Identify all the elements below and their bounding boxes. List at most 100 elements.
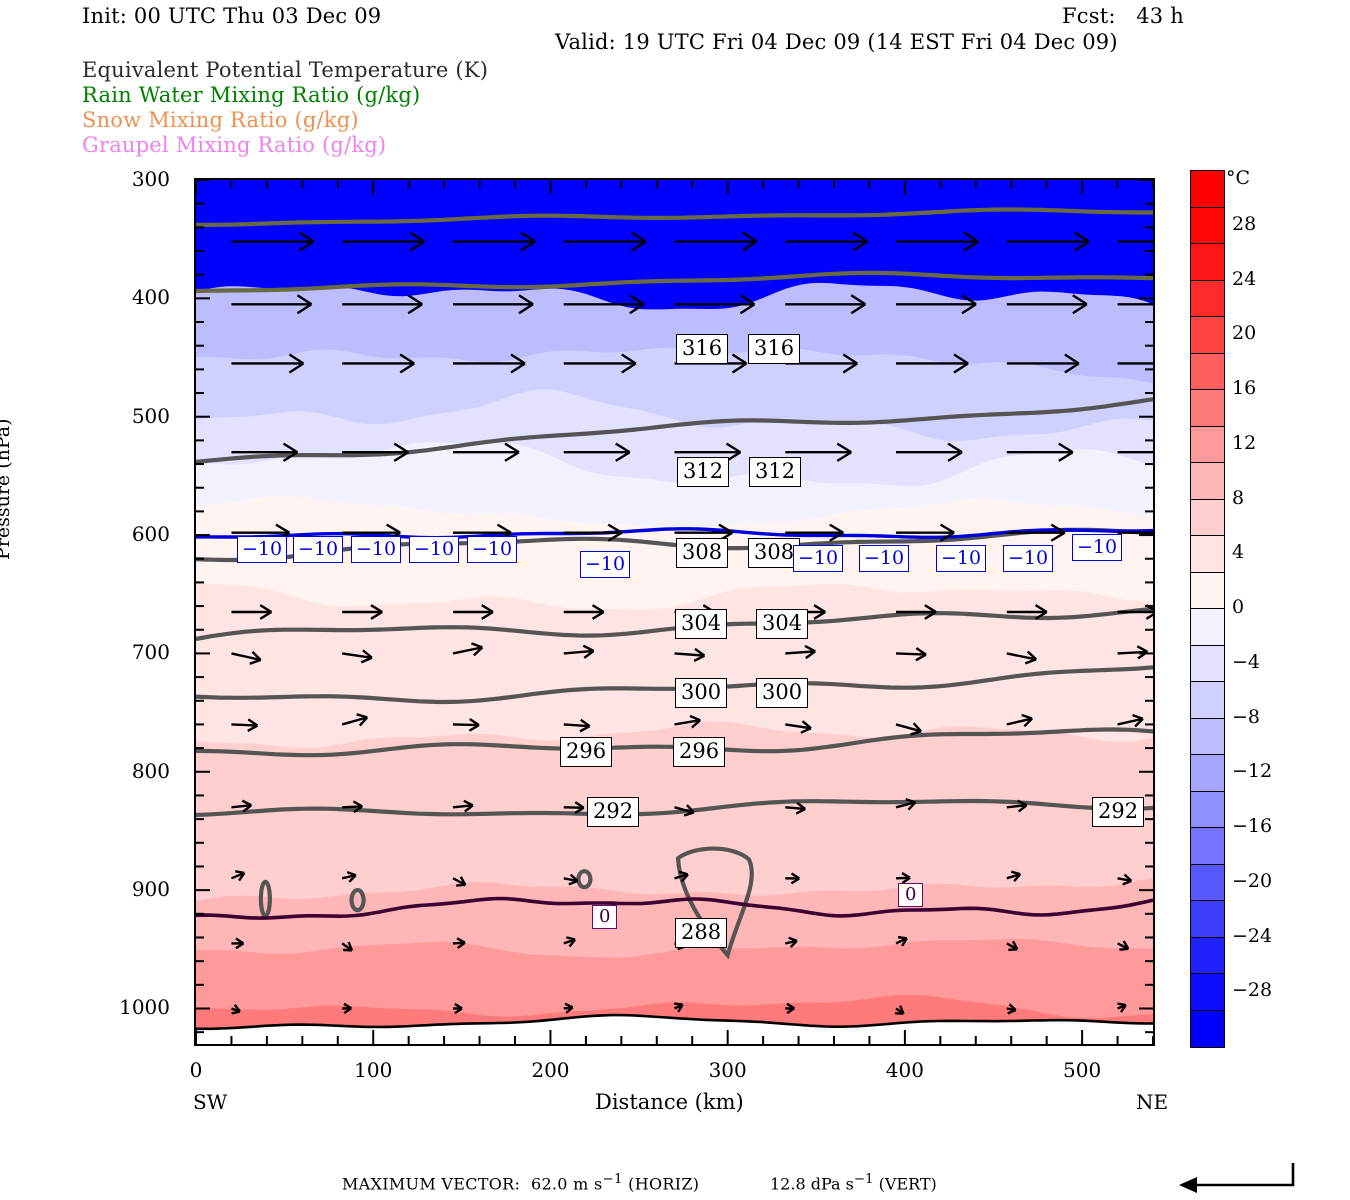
theta-e-closed-cell xyxy=(576,869,593,890)
vert-unit: (VERT) xyxy=(873,1174,937,1194)
wind-vector-head xyxy=(471,642,484,657)
colorbar-tick-−12: −12 xyxy=(1232,760,1273,783)
wind-vector-head xyxy=(231,1004,241,1015)
colorbar-segment xyxy=(1191,755,1224,792)
wind-vector-head xyxy=(607,523,623,542)
colorbar-tick-−4: −4 xyxy=(1232,650,1261,673)
contour-label-theta-e: 304 xyxy=(675,609,728,639)
wind-vector-head xyxy=(296,294,313,315)
wind-vector xyxy=(785,650,816,655)
contour-label-theta-e: 304 xyxy=(756,609,809,639)
wind-vector-head xyxy=(1074,231,1090,252)
colorbar-segment xyxy=(1191,718,1224,755)
colorbar-tick-0: 0 xyxy=(1232,596,1245,618)
colorbar-segment xyxy=(1191,426,1224,463)
wind-vector-head xyxy=(947,442,963,462)
frame-ticks xyxy=(196,180,1153,1044)
wind-vector xyxy=(785,723,812,730)
wind-vector-head xyxy=(678,870,689,883)
wind-vector xyxy=(895,723,922,733)
colorbar-segment xyxy=(1191,791,1224,828)
wind-vector xyxy=(674,719,701,726)
wind-vector-head xyxy=(1010,870,1022,883)
vector-scale-key xyxy=(1179,1163,1295,1193)
contour-label-theta-e: 300 xyxy=(756,678,809,708)
contour-label-minus10: −10 xyxy=(237,536,288,563)
colorbar-tick-−16: −16 xyxy=(1232,815,1273,837)
wind-vector xyxy=(895,876,911,880)
contour-label-minus10: −10 xyxy=(936,545,987,572)
wind-vector-head xyxy=(504,442,520,462)
wind-vector-head xyxy=(1058,442,1074,462)
wind-vector-head xyxy=(235,937,245,950)
wind-vector-head xyxy=(1119,940,1130,951)
theta-e-closed-cell xyxy=(349,888,366,913)
max-vector-text: MAXIMUM VECTOR: 62.0 m s xyxy=(342,1174,603,1194)
colorbar-tick-28: 28 xyxy=(1232,212,1257,235)
wind-vector-head xyxy=(897,935,908,947)
wind-vector-head xyxy=(454,1002,463,1015)
wind-vector-head xyxy=(566,936,577,948)
wind-vector xyxy=(342,652,373,659)
contour-label-graupel: 0 xyxy=(592,905,618,929)
wind-vector-head xyxy=(924,604,937,620)
theta-e-contour-304 xyxy=(196,606,1153,641)
theta-e-contour-316 xyxy=(196,270,1153,294)
wind-vector xyxy=(785,806,806,811)
wind-vector-head xyxy=(1021,713,1033,728)
wind-vector-head xyxy=(615,442,631,462)
wind-vector-head xyxy=(1122,873,1133,886)
wind-vector-head xyxy=(674,1002,684,1013)
contour-label-theta-e: 312 xyxy=(677,457,730,487)
y-tick-500: 500 xyxy=(131,403,170,428)
wind-vector xyxy=(1117,717,1144,726)
wind-vector-head xyxy=(591,604,605,620)
wind-vector-head xyxy=(356,713,369,727)
wind-vector xyxy=(342,805,363,809)
max-vector-exponent: −1 xyxy=(602,1172,623,1187)
contour-label-minus10: −10 xyxy=(793,545,844,572)
wind-vector xyxy=(230,871,245,880)
wind-vector-head xyxy=(370,604,383,620)
wind-vector-head xyxy=(836,442,852,462)
colorbar-tick-24: 24 xyxy=(1232,267,1257,290)
colorbar-segment xyxy=(1191,280,1224,317)
wind-vector xyxy=(563,877,578,883)
colorbar-segment xyxy=(1191,463,1224,500)
wind-vector-head xyxy=(629,294,645,315)
colorbar-tick-−28: −28 xyxy=(1232,979,1273,1002)
wind-vectors xyxy=(230,231,1153,1015)
wind-vector-head xyxy=(939,523,955,542)
wind-vector-head xyxy=(282,442,299,462)
colorbar-segment xyxy=(1191,353,1224,390)
contour-label-theta-e: 300 xyxy=(675,678,728,708)
wind-vector-head xyxy=(894,1005,905,1015)
wind-vector-head xyxy=(795,801,806,815)
wind-vector xyxy=(1117,877,1132,883)
x-tick-100: 100 xyxy=(354,1058,393,1082)
colorbar-segment xyxy=(1191,682,1224,719)
wind-vector-head xyxy=(582,644,595,659)
colorbar-tick-−24: −24 xyxy=(1232,924,1273,947)
wind-vector xyxy=(231,652,261,662)
wind-vector-head xyxy=(1017,799,1028,813)
wind-vector-head xyxy=(786,1002,795,1015)
contour-label-minus10: −10 xyxy=(293,536,344,563)
contour-label-theta-e: 288 xyxy=(675,918,728,948)
contour-label-theta-e: 292 xyxy=(587,797,640,827)
cross-section-plot[interactable]: 316 316 312 312 308 308 304 304 300 300 296 296 292 2… xyxy=(194,178,1155,1046)
wind-vector xyxy=(674,806,695,814)
wind-vector-head xyxy=(1034,604,1048,620)
x-axis-right-endpoint: NE xyxy=(1136,1090,1169,1114)
wind-vector-head xyxy=(790,872,800,885)
wind-vector xyxy=(231,804,252,809)
surface-terrain-line xyxy=(196,1013,1153,1031)
y-tick-700: 700 xyxy=(131,640,170,665)
wind-vector-head xyxy=(518,294,534,315)
wind-vector-head xyxy=(463,799,474,813)
max-vector-vertical-label: 12.8 dPa s−1 (VERT) xyxy=(770,1172,937,1193)
x-tick-400: 400 xyxy=(885,1058,924,1082)
wind-vector-head xyxy=(298,231,315,252)
wind-vector-head xyxy=(1072,294,1088,315)
contour-label-minus10: −10 xyxy=(351,536,402,563)
